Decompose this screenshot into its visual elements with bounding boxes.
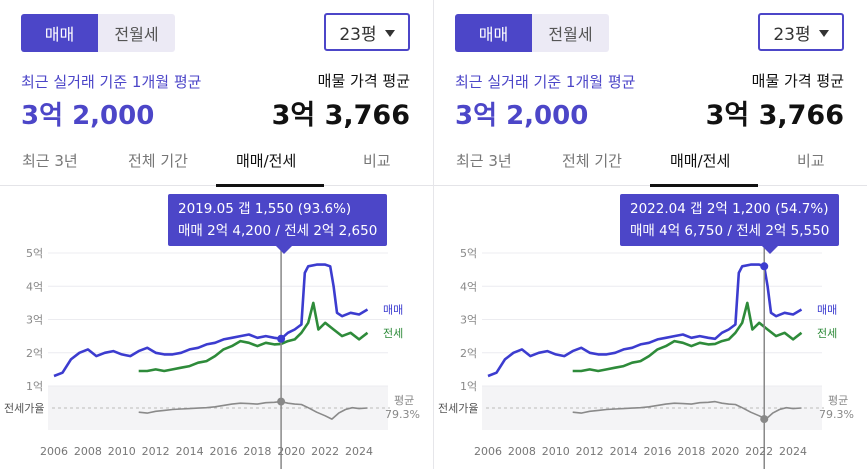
- tooltip-price-line: 매매 4억 6,750 / 전세 2억 5,550: [630, 223, 830, 239]
- sale-series-line: [53, 263, 369, 378]
- x-tick-label: 2012: [142, 445, 170, 458]
- y-tick-label: 4억: [26, 280, 43, 293]
- period-tabs: 최근 3년 전체 기간 매매/전세 비교: [0, 142, 433, 187]
- price-panel-right: 매매 전월세 23평 최근 실거래 기준 1개월 평균 3억 2,000 매물 …: [434, 0, 867, 469]
- tab-recent-3y[interactable]: 최근 3년: [22, 152, 78, 170]
- ratio-series-line: [138, 400, 368, 420]
- y-tick-label: 1억: [460, 380, 477, 393]
- x-tick-label: 2018: [243, 445, 271, 458]
- tooltip-gap-line: 2019.05 갭 1,550 (93.6%): [178, 201, 352, 217]
- panel-divider: [433, 0, 434, 469]
- tab-compare[interactable]: 비교: [797, 152, 825, 170]
- x-tick-label: 2006: [474, 445, 502, 458]
- ratio-label: 전세가율: [438, 402, 478, 415]
- y-tick-label: 1억: [26, 380, 43, 393]
- tooltip-gap-line: 2022.04 갭 2억 1,200 (54.7%): [630, 201, 829, 217]
- avg-value: 79.3%: [385, 408, 420, 421]
- ratio-band: [48, 386, 388, 430]
- size-select[interactable]: 23평: [324, 13, 410, 51]
- tooltip-pointer: [276, 246, 292, 254]
- avg-label: 평균: [394, 394, 414, 407]
- x-tick-label: 2012: [576, 445, 604, 458]
- x-tick-label: 2008: [74, 445, 102, 458]
- x-tick-label: 2016: [643, 445, 671, 458]
- jeonse-series-line: [138, 301, 369, 373]
- recent-avg-value: 3억 2,000: [455, 101, 589, 131]
- jeonse-series-line: [572, 301, 803, 373]
- x-tick-label: 2014: [176, 445, 204, 458]
- listing-avg-value: 3억 3,766: [271, 100, 410, 131]
- x-tick-label: 2014: [610, 445, 638, 458]
- tab-sale-jeonse[interactable]: 매매/전세: [670, 152, 731, 170]
- tab-all-period[interactable]: 전체 기간: [562, 152, 622, 170]
- toggle-sale[interactable]: 매매: [21, 14, 98, 52]
- sale-highlight-point: [760, 262, 769, 271]
- tab-all-period[interactable]: 전체 기간: [128, 152, 188, 170]
- y-tick-label: 4억: [460, 280, 477, 293]
- y-tick-label: 3억: [26, 314, 43, 327]
- chart-tooltip: 2019.05 갭 1,550 (93.6%) 매매 2억 4,200 / 전세…: [168, 194, 388, 254]
- y-tick-label: 2억: [26, 347, 43, 360]
- price-panel-left: 매매 전월세 23평 최근 실거래 기준 1개월 평균 3억 2,000 매물 …: [0, 0, 433, 469]
- sale-series-line: [487, 263, 803, 378]
- sale-highlight-point: [277, 334, 286, 343]
- toggle-rent[interactable]: 전월세: [114, 25, 159, 44]
- x-tick-label: 2024: [779, 445, 807, 458]
- active-tab-underline: [650, 184, 758, 187]
- x-tick-label: 2022: [311, 445, 339, 458]
- toggle-rent[interactable]: 전월세: [548, 25, 593, 44]
- chart-tooltip: 2022.04 갭 2억 1,200 (54.7%) 매매 4억 6,750 /…: [620, 194, 840, 254]
- ratio-label: 전세가율: [4, 402, 44, 415]
- x-tick-label: 2020: [277, 445, 305, 458]
- trade-type-toggle: 매매 전월세: [455, 14, 609, 52]
- x-tick-label: 2022: [745, 445, 773, 458]
- toggle-sale[interactable]: 매매: [455, 14, 532, 52]
- tab-recent-3y[interactable]: 최근 3년: [456, 152, 512, 170]
- caret-down-icon: [384, 29, 395, 37]
- size-select-value: 23평: [339, 24, 377, 45]
- listing-avg-label: 매물 가격 평균: [317, 72, 410, 90]
- sale-series-label: 매매: [817, 304, 837, 317]
- period-tabs: 최근 3년 전체 기간 매매/전세 비교: [434, 142, 867, 187]
- tooltip-price-line: 매매 2억 4,200 / 전세 2억 2,650: [178, 223, 378, 239]
- listing-avg-value: 3억 3,766: [705, 100, 844, 131]
- caret-down-icon: [818, 29, 829, 37]
- tooltip-pointer: [762, 246, 778, 254]
- x-tick-label: 2008: [508, 445, 536, 458]
- trade-type-toggle: 매매 전월세: [21, 14, 175, 52]
- x-tick-label: 2020: [711, 445, 739, 458]
- active-tab-underline: [216, 184, 324, 187]
- x-tick-label: 2010: [108, 445, 136, 458]
- sale-series-label: 매매: [383, 304, 403, 317]
- avg-label: 평균: [828, 394, 848, 407]
- recent-avg-label: 최근 실거래 기준 1개월 평균: [21, 73, 202, 91]
- x-tick-label: 2010: [542, 445, 570, 458]
- y-tick-label: 5억: [460, 247, 477, 260]
- x-tick-label: 2024: [345, 445, 373, 458]
- size-select[interactable]: 23평: [758, 13, 844, 51]
- y-tick-label: 2억: [460, 347, 477, 360]
- x-tick-label: 2018: [677, 445, 705, 458]
- tab-compare[interactable]: 비교: [363, 152, 391, 170]
- listing-avg-label: 매물 가격 평균: [751, 72, 844, 90]
- size-select-value: 23평: [773, 24, 811, 45]
- recent-avg-label: 최근 실거래 기준 1개월 평균: [455, 73, 636, 91]
- tab-sale-jeonse[interactable]: 매매/전세: [236, 152, 297, 170]
- avg-value: 79.3%: [819, 408, 854, 421]
- ratio-highlight-point: [277, 397, 286, 406]
- ratio-highlight-point: [760, 415, 769, 424]
- y-tick-label: 5억: [26, 247, 43, 260]
- y-tick-label: 3억: [460, 314, 477, 327]
- x-tick-label: 2016: [209, 445, 237, 458]
- recent-avg-value: 3억 2,000: [21, 101, 155, 131]
- x-tick-label: 2006: [40, 445, 68, 458]
- jeonse-series-label: 전세: [817, 327, 837, 340]
- jeonse-series-label: 전세: [383, 327, 403, 340]
